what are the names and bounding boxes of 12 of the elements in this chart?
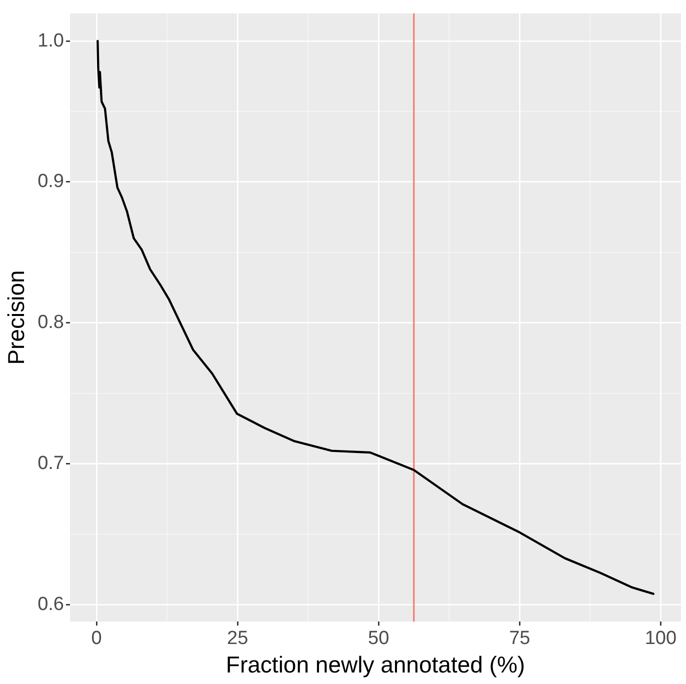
x-tick-label: 50 bbox=[368, 628, 390, 650]
x-tick-label: 75 bbox=[509, 628, 530, 650]
x-tick-label: 0 bbox=[91, 628, 102, 650]
y-axis-title: Precision bbox=[3, 270, 30, 365]
x-tick-label: 25 bbox=[227, 628, 248, 650]
x-tick-label: 100 bbox=[644, 628, 677, 650]
x-axis-title: Fraction newly annotated (%) bbox=[226, 652, 526, 678]
y-tick-label: 0.7 bbox=[38, 453, 64, 474]
y-tick-label: 1.0 bbox=[38, 30, 64, 52]
y-tick-label: 0.6 bbox=[38, 594, 64, 615]
y-tick-label: 0.9 bbox=[38, 171, 64, 192]
y-tick-label: 0.8 bbox=[38, 312, 64, 334]
